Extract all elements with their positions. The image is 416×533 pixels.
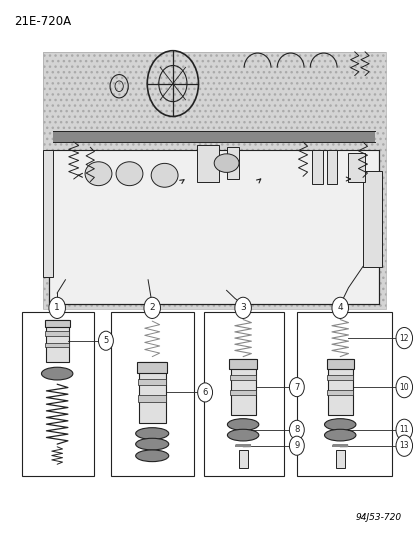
Ellipse shape [151,164,178,187]
Bar [230,375,256,381]
Bar [138,395,166,401]
Bar [45,319,69,327]
Circle shape [332,297,349,318]
Circle shape [198,383,213,402]
Bar [239,450,248,468]
Bar [46,319,69,362]
Text: 2: 2 [149,303,155,312]
Ellipse shape [85,162,112,185]
Circle shape [235,297,251,318]
Ellipse shape [136,427,169,439]
Bar [230,390,256,395]
Bar [363,171,381,266]
Circle shape [290,436,304,455]
Circle shape [396,419,413,440]
Bar [43,150,53,277]
Circle shape [290,420,304,439]
Bar [138,379,166,385]
Bar [43,52,386,309]
Circle shape [49,297,65,318]
Bar [43,52,386,309]
Bar [111,312,193,476]
Bar [328,359,353,415]
Bar [53,131,375,142]
Text: 13: 13 [399,441,409,450]
Text: 1: 1 [54,303,60,312]
Ellipse shape [324,429,356,441]
Circle shape [396,327,413,349]
Circle shape [396,435,413,456]
Bar [327,390,353,395]
Bar [45,332,69,336]
Text: 5: 5 [103,336,109,345]
Text: 94J53-720: 94J53-720 [356,513,402,522]
Ellipse shape [228,419,259,430]
Text: 10: 10 [399,383,409,392]
Ellipse shape [324,419,356,430]
Bar [204,312,285,476]
Circle shape [99,331,114,350]
Text: 6: 6 [203,388,208,397]
Bar [312,150,323,184]
Bar [231,359,255,415]
Text: 8: 8 [294,425,300,434]
Bar [45,343,69,347]
Text: 12: 12 [399,334,409,343]
Ellipse shape [116,162,143,185]
Ellipse shape [214,154,239,172]
Bar [137,362,167,373]
Text: 11: 11 [399,425,409,434]
Ellipse shape [136,450,169,462]
Bar [327,359,354,369]
Bar [197,144,219,182]
Bar [49,150,379,304]
Circle shape [290,377,304,397]
Bar [22,312,94,476]
Bar [139,362,166,423]
Bar [327,150,337,184]
Bar [227,147,239,179]
Circle shape [396,376,413,398]
Ellipse shape [228,429,259,441]
Text: 9: 9 [294,441,300,450]
Text: 21E-720A: 21E-720A [14,14,71,28]
Bar [230,359,257,369]
Text: 3: 3 [240,303,246,312]
Bar [327,375,353,381]
Bar [349,152,365,182]
Text: 7: 7 [294,383,300,392]
Bar [336,450,345,468]
Text: 4: 4 [337,303,343,312]
Bar [297,312,392,476]
Circle shape [144,297,161,318]
Ellipse shape [136,438,169,450]
Ellipse shape [42,367,73,380]
